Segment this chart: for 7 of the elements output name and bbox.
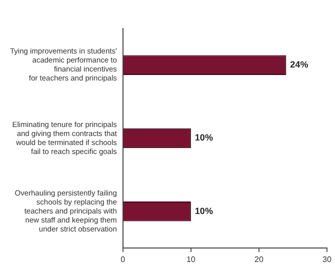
x-tick-label: 20 — [254, 255, 264, 264]
data-label: 10% — [194, 132, 213, 143]
x-tick-label: 10 — [186, 255, 196, 264]
data-label: 24% — [290, 60, 308, 70]
x-tick-label: 0 — [120, 255, 126, 264]
x-tick-label: 30 — [322, 255, 332, 264]
data-label: 10% — [194, 206, 213, 216]
